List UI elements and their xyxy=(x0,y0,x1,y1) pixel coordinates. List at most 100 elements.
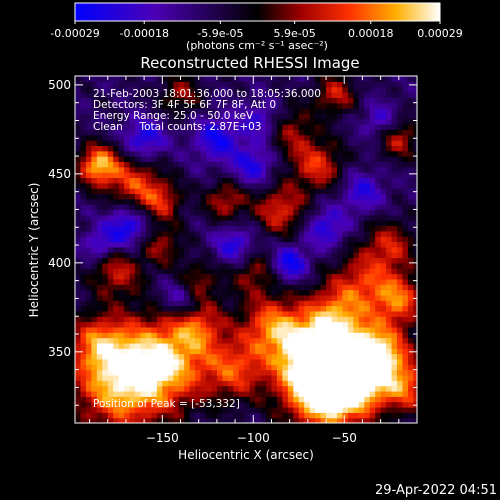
heatmap-cell xyxy=(282,326,289,333)
heatmap-cell xyxy=(386,273,393,280)
heatmap-cell xyxy=(407,380,414,387)
heatmap-cell xyxy=(167,166,174,173)
heatmap-cell xyxy=(353,225,360,232)
heatmap-cell xyxy=(255,220,262,227)
heatmap-cell xyxy=(249,369,256,376)
heatmap-cell xyxy=(145,294,153,301)
heatmap-cell xyxy=(364,193,371,200)
heatmap-cell xyxy=(287,161,294,168)
heatmap-cell xyxy=(353,358,360,365)
heatmap-cell xyxy=(178,188,185,195)
heatmap-cell xyxy=(336,220,344,227)
heatmap-cell xyxy=(287,332,294,339)
heatmap-cell xyxy=(331,236,338,243)
heatmap-cell xyxy=(129,358,136,365)
heatmap-cell xyxy=(184,374,191,381)
heatmap-cell xyxy=(96,166,103,173)
heatmap-cell xyxy=(124,268,131,275)
heatmap-cell xyxy=(162,390,169,397)
heatmap-cell xyxy=(227,230,234,237)
heatmap-cell xyxy=(205,332,213,339)
heatmap-cell xyxy=(107,273,114,280)
heatmap-cell xyxy=(347,257,354,264)
heatmap-cell xyxy=(249,364,256,371)
heatmap-cell xyxy=(107,188,114,195)
heatmap-cell xyxy=(336,124,344,130)
heatmap-cell xyxy=(249,156,256,163)
heatmap-cell xyxy=(233,177,240,184)
heatmap-cell xyxy=(80,252,87,259)
heatmap-cell xyxy=(75,145,82,152)
heatmap-cell xyxy=(380,305,387,312)
heatmap-cell xyxy=(200,412,207,419)
heatmap-cell xyxy=(118,209,125,216)
heatmap-cell xyxy=(118,390,125,397)
heatmap-cell xyxy=(358,273,365,280)
heatmap-cell xyxy=(369,337,376,344)
heatmap-cell xyxy=(413,353,417,360)
heatmap-cell xyxy=(205,246,213,253)
heatmap-cell xyxy=(358,294,365,301)
heatmap-cell xyxy=(369,193,376,200)
heatmap-cell xyxy=(189,380,196,387)
heatmap-cell xyxy=(184,300,191,307)
heatmap-cell xyxy=(233,188,240,195)
heatmap-cell xyxy=(102,198,109,205)
heatmap-cell xyxy=(156,401,163,408)
heatmap-cell xyxy=(140,268,147,275)
heatmap-cell xyxy=(184,278,191,285)
heatmap-cell xyxy=(320,374,327,381)
heatmap-cell xyxy=(396,241,404,248)
heatmap-cell xyxy=(238,118,245,125)
heatmap-cell xyxy=(156,321,163,328)
heatmap-cell xyxy=(255,108,262,114)
heatmap-cell xyxy=(249,300,256,307)
heatmap-cell xyxy=(304,374,311,381)
heatmap-cell xyxy=(222,129,229,136)
heatmap-cell xyxy=(85,225,92,232)
heatmap-cell xyxy=(184,172,191,179)
heatmap-cell xyxy=(244,310,251,317)
heatmap-cell xyxy=(304,364,311,371)
heatmap-cell xyxy=(189,156,196,163)
heatmap-cell xyxy=(75,390,82,397)
heatmap-cell xyxy=(353,289,360,296)
heatmap-cell xyxy=(216,214,223,221)
heatmap-cell xyxy=(331,161,338,168)
heatmap-cell xyxy=(195,204,202,211)
heatmap-cell xyxy=(113,273,120,280)
heatmap-cell xyxy=(386,86,393,93)
heatmap-cell xyxy=(80,326,87,333)
heatmap-cell xyxy=(145,241,153,248)
heatmap-cell xyxy=(135,406,142,413)
heatmap-cell xyxy=(331,102,338,109)
heatmap-cell xyxy=(195,358,202,365)
heatmap-cell xyxy=(244,268,251,275)
heatmap-cell xyxy=(331,406,338,413)
heatmap-cell xyxy=(375,204,382,211)
heatmap-cell xyxy=(227,220,234,227)
heatmap-cell xyxy=(266,401,273,408)
heatmap-cell xyxy=(353,262,360,269)
heatmap-cell xyxy=(189,348,196,355)
heatmap-cell xyxy=(402,188,409,195)
heatmap-cell xyxy=(85,326,92,333)
heatmap-cell xyxy=(107,81,114,88)
heatmap-cell xyxy=(162,358,169,365)
heatmap-cell xyxy=(255,198,262,205)
heatmap-cell xyxy=(315,145,322,152)
heatmap-cell xyxy=(380,86,387,93)
heatmap-cell xyxy=(135,140,142,146)
heatmap-cell xyxy=(91,209,98,216)
heatmap-cell xyxy=(178,214,185,221)
heatmap-cell xyxy=(113,406,120,413)
heatmap-cell xyxy=(358,385,365,392)
heatmap-cell xyxy=(364,166,371,173)
heatmap-cell xyxy=(375,316,382,323)
heatmap-cell xyxy=(233,204,240,211)
heatmap-cell xyxy=(353,182,360,189)
heatmap-cell xyxy=(369,161,376,168)
heatmap-cell xyxy=(396,262,404,269)
heatmap-cell xyxy=(205,204,213,211)
heatmap-cell xyxy=(80,353,87,360)
